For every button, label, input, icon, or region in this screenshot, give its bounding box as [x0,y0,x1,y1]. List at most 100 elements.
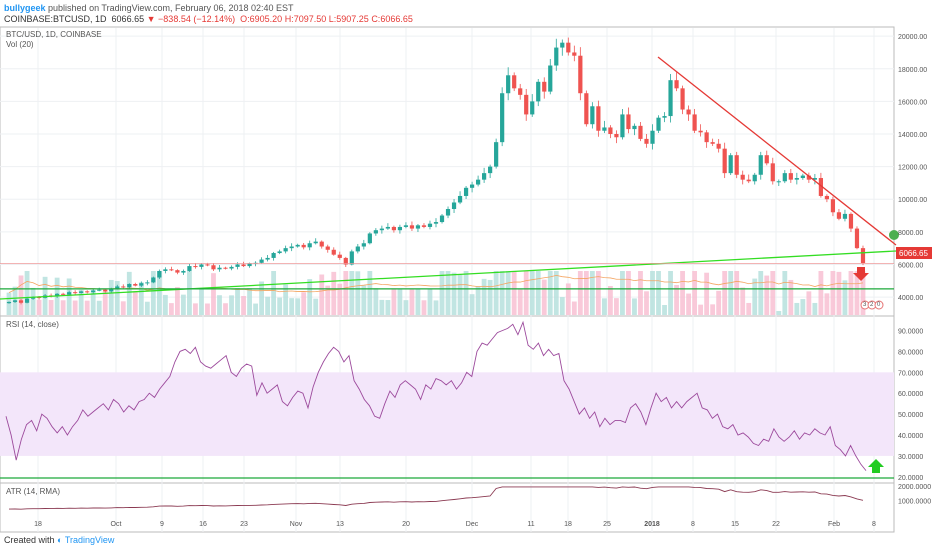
volume-bar [824,293,830,315]
publish-info: bullygeek published on TradingView.com, … [4,3,294,13]
candle-body [566,42,571,53]
volume-bar [445,271,451,315]
candle-body [103,289,108,292]
volume-bar [217,295,222,315]
time-tick: 11 [527,521,534,528]
candle-body [560,42,565,48]
last-price-tag-text: 6066.65 [899,249,928,258]
volume-bar [523,271,529,315]
volume-bar [283,284,289,315]
time-axis[interactable]: 18 Oct 9 16 23 Nov 13 20 Dec 11 18 25 2018 8 15 22 Feb 8 [34,521,876,528]
candle-body [800,175,805,179]
rsi-tick: 50.0000 [898,412,923,419]
candle-body [752,174,757,182]
volume-bar [710,304,716,315]
candle-body [18,300,24,303]
volume-bar [812,302,818,315]
rsi-axis[interactable]: 20.0000 30.0000 40.0000 50.0000 60.0000 70.00… [898,329,923,482]
candle-body [842,213,848,219]
candle-body [355,246,360,252]
candle-body [397,226,403,231]
candle-body [860,248,866,264]
volume-bar [764,275,770,315]
time-tick: Dec [466,521,479,528]
candle-body [289,246,294,249]
time-tick: 8 [691,521,695,528]
candle-body [710,142,715,144]
volume-bar [72,300,78,315]
candle-body [662,116,667,118]
event-marker[interactable] [874,300,884,310]
candle-body [229,266,234,269]
rsi-tick: 80.0000 [898,349,923,356]
candle-body [494,142,499,167]
down-arrow-icon [853,267,869,281]
volume-bar [722,271,728,315]
marker-label: 2 [870,302,874,308]
volume-bar [397,288,403,315]
price-tick: 16000.00 [898,99,927,106]
volume-bar [162,294,168,315]
atr-axis[interactable]: 1000.0000 2000.0000 [898,484,931,505]
volume-bar [632,298,637,315]
rsi-label: RSI (14, close) [6,320,59,329]
candle-body [343,257,348,265]
volume-bar [138,282,144,315]
candle-body [433,222,439,224]
volume-bar [638,271,643,315]
volume-bar [277,297,283,315]
candle-body [572,52,577,56]
volume-bar [181,294,186,315]
event-markers[interactable]: 3 2 0 [860,300,884,310]
candle-body [554,47,559,66]
volume-bar [758,271,764,315]
rsi-tick: 30.0000 [898,454,923,461]
volume-bar [469,294,475,315]
volume-bar [776,311,782,315]
volume-bars [6,271,866,315]
volume-bar [6,292,12,315]
volume-label: Vol (20) [6,40,34,49]
alert-dot-icon[interactable] [889,230,899,240]
volume-bar [325,285,331,315]
volume-bar [644,291,649,315]
downtrend-line[interactable] [657,56,897,246]
volume-bar [674,284,679,315]
volume-bar [680,271,685,315]
volume-bar [409,289,415,315]
author-link[interactable]: bullygeek [4,3,46,13]
candle-body [638,125,643,139]
time-tick: 25 [603,521,611,528]
up-arrow-icon [868,459,884,473]
volume-bar [565,283,571,315]
price-axis[interactable]: 4000.00 6000.00 8000.00 10000.00 12000.00 140… [898,34,927,302]
candle-body [680,88,685,110]
candle-body [79,291,84,293]
volume-bar [481,278,487,315]
volume-bar [337,283,343,315]
candle-body [199,264,204,267]
volume-bar [475,286,481,315]
volume-bar [168,303,174,315]
volume-bar [728,271,734,315]
marker-label: 3 [863,302,867,308]
candle-body [385,226,390,229]
candle-body [746,179,751,182]
volume-bar [704,272,710,315]
candle-body [686,109,691,115]
volume-bar [547,271,553,315]
footer-brand[interactable]: TradingView [64,535,115,545]
candle-body [307,243,312,248]
open-value: O:6905.20 [240,14,283,24]
candle-body [794,178,799,180]
volume-bar [229,295,234,315]
candle-body [584,93,589,125]
candle-body [421,225,427,227]
volume-bar [463,271,469,315]
uptrend-line[interactable] [0,250,897,300]
candle-body [632,125,637,130]
volume-ma-line [8,274,864,293]
candle-body [205,264,210,266]
atr-label: ATR (14, RMA) [6,487,60,496]
